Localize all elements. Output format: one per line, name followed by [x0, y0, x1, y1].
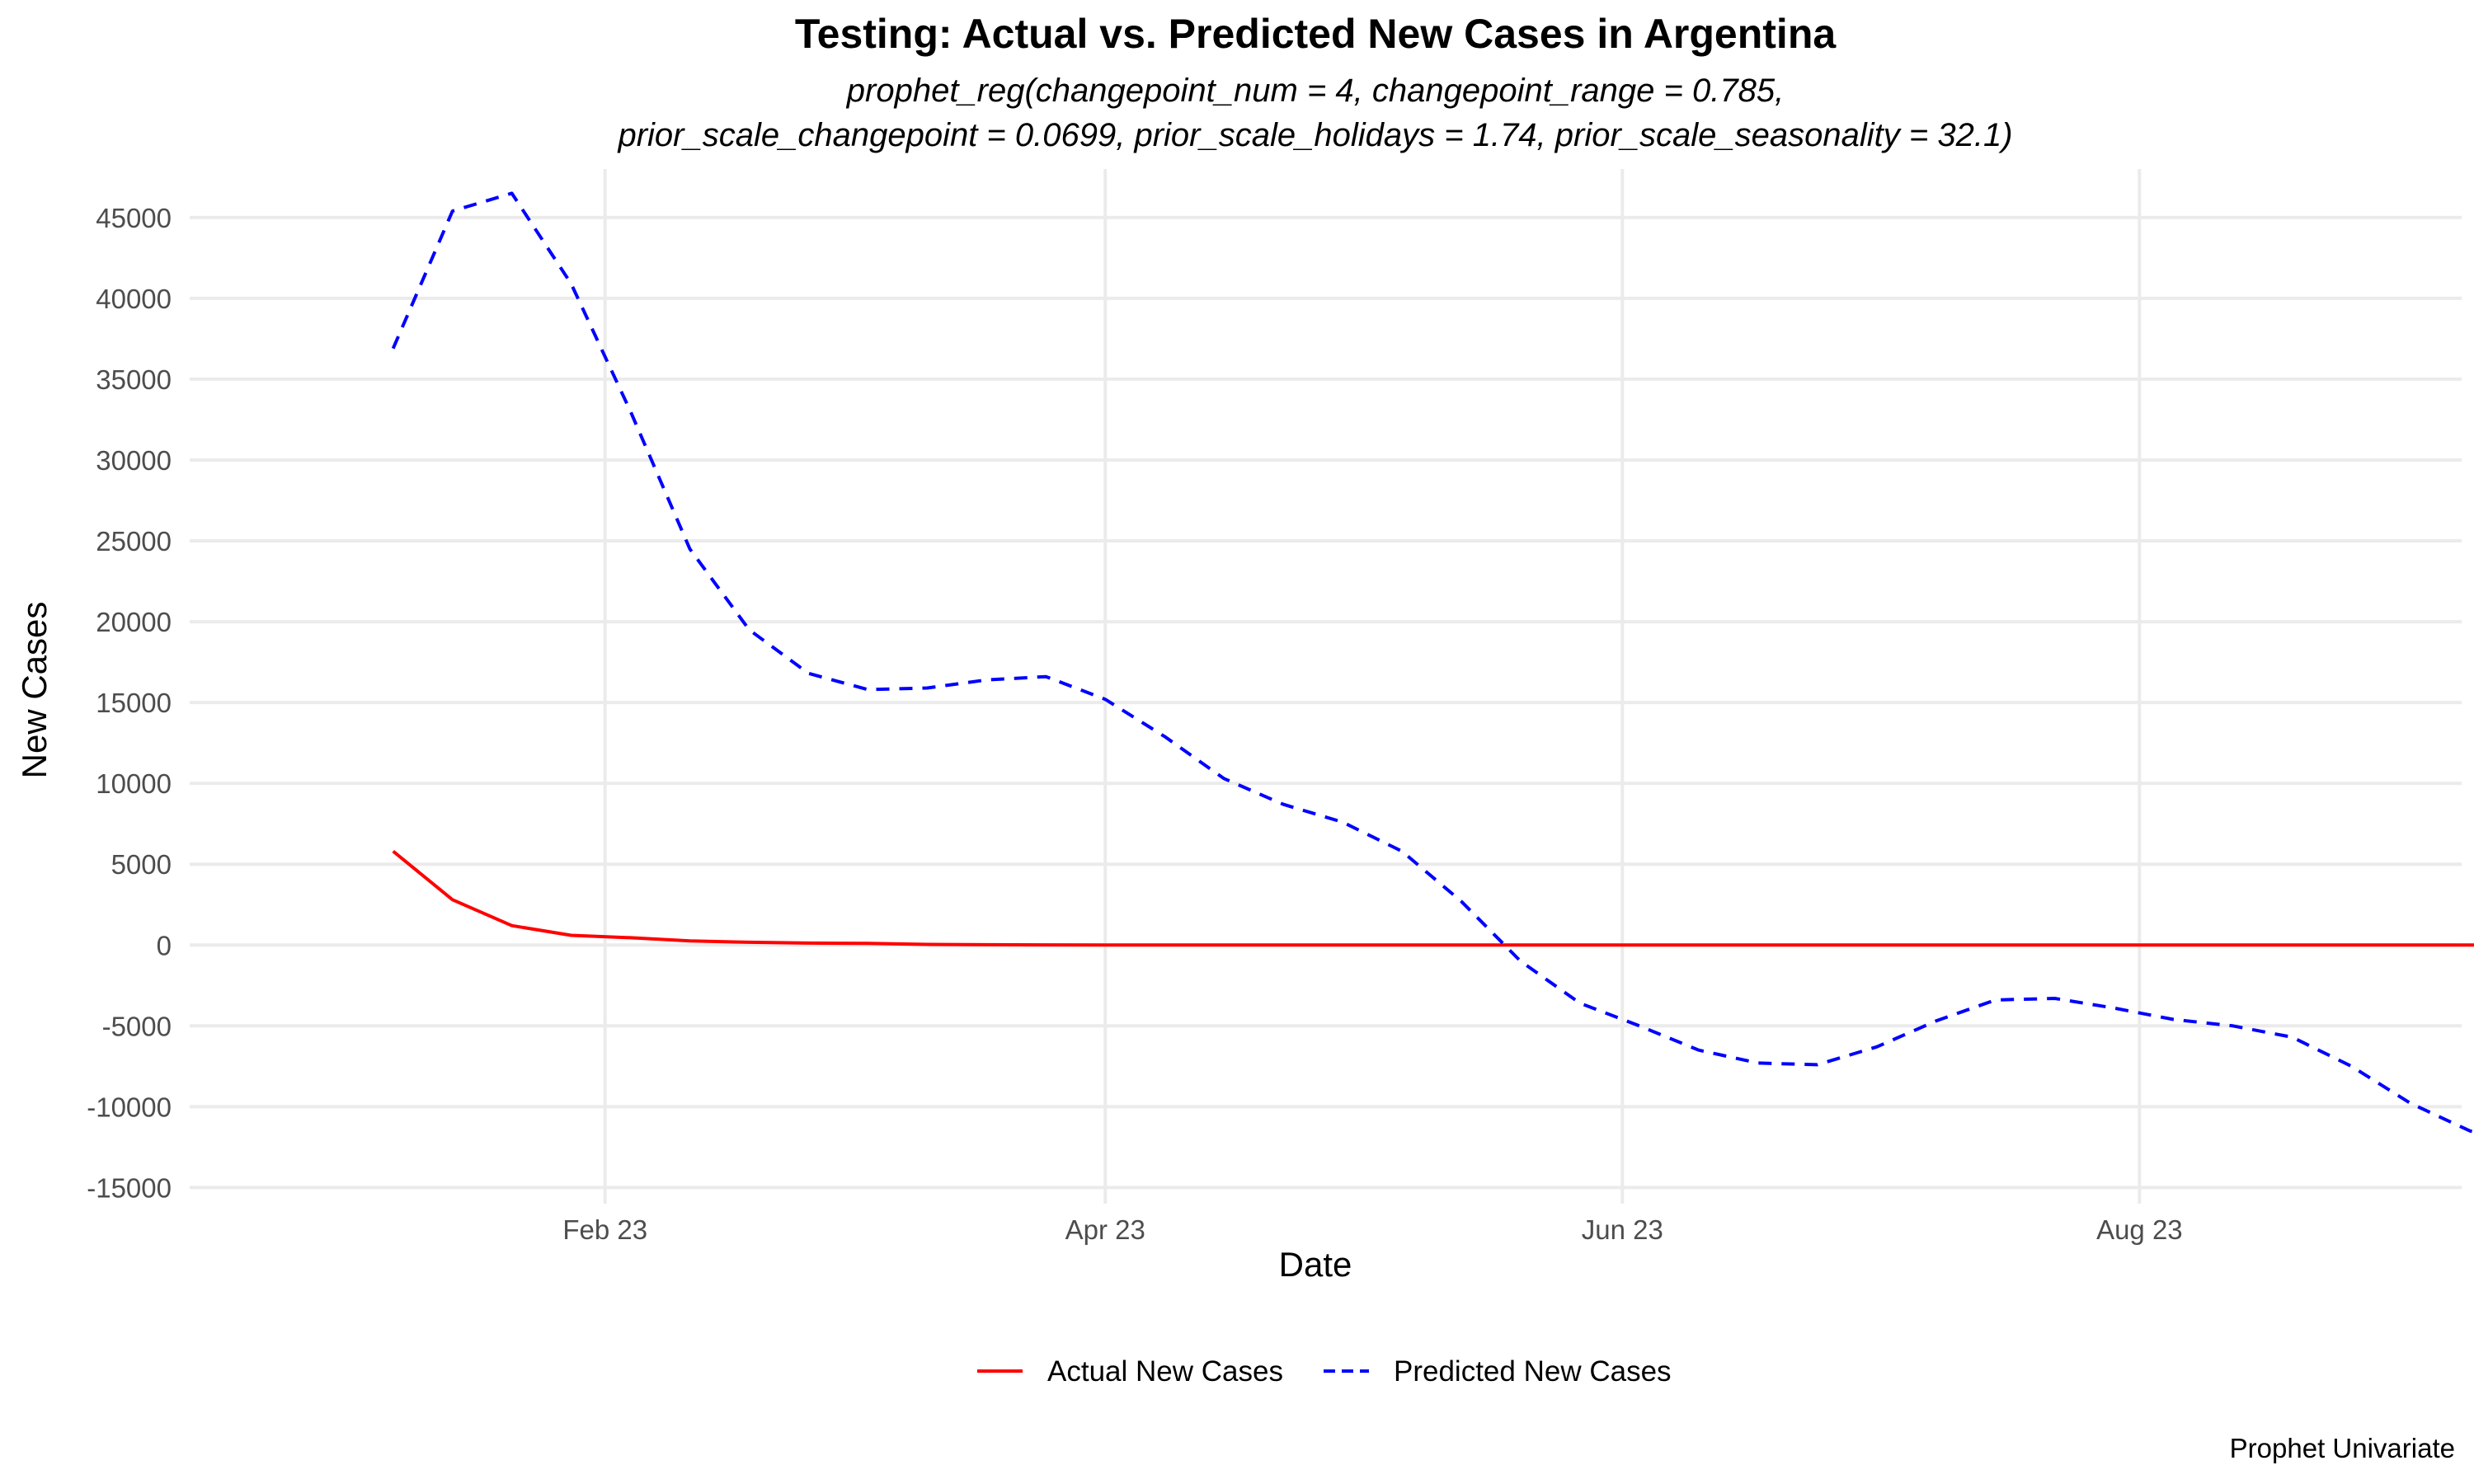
- series-line-predicted: [391, 191, 2474, 1134]
- chart-subtitle-line-1: prophet_reg(changepoint_num = 4, changep…: [846, 73, 1784, 109]
- series-lines: [391, 191, 2474, 1134]
- legend: Actual New Cases Predicted New Cases: [977, 1355, 1672, 1388]
- chart-title: Testing: Actual vs. Predicted New Cases …: [795, 11, 1837, 57]
- chart-subtitle-line-2: prior_scale_changepoint = 0.0699, prior_…: [617, 117, 2012, 153]
- legend-label: Actual New Cases: [1047, 1355, 1283, 1388]
- y-tick-label: -15000: [87, 1172, 172, 1203]
- x-tick-label: Apr 23: [1065, 1214, 1145, 1245]
- x-tick-label: Jun 23: [1582, 1214, 1663, 1245]
- legend-item-actual: Actual New Cases: [977, 1355, 1283, 1388]
- y-tick-label: 25000: [96, 526, 172, 556]
- major-gridlines: [190, 169, 2462, 1204]
- x-tick-label: Feb 23: [562, 1214, 647, 1245]
- y-tick-label: -10000: [87, 1092, 172, 1122]
- y-tick-label: 45000: [96, 203, 172, 233]
- y-tick-label: 40000: [96, 284, 172, 314]
- chart-caption: Prophet Univariate: [2230, 1433, 2455, 1463]
- y-axis-tick-labels: -15000 -10000 -5000 0 5000 10000 15000 20000 250…: [87, 203, 172, 1204]
- x-tick-label: Aug 23: [2096, 1214, 2183, 1245]
- y-tick-label: 30000: [96, 445, 172, 476]
- y-axis-title: New Cases: [15, 602, 54, 779]
- legend-item-predicted: Predicted New Cases: [1324, 1355, 1672, 1388]
- y-tick-label: 0: [157, 930, 172, 960]
- y-tick-label: 15000: [96, 688, 172, 718]
- y-tick-label: 20000: [96, 607, 172, 637]
- legend-label: Predicted New Cases: [1394, 1355, 1672, 1388]
- x-axis-title: Date: [1279, 1245, 1352, 1284]
- y-tick-label: -5000: [102, 1011, 172, 1041]
- y-tick-label: 5000: [111, 849, 172, 880]
- series-line-actual: [392, 849, 2474, 947]
- y-tick-label: 10000: [96, 768, 172, 799]
- y-tick-label: 35000: [96, 364, 172, 395]
- x-axis-tick-labels: Feb 23 Apr 23 Jun 23 Aug 23: [562, 1214, 2182, 1245]
